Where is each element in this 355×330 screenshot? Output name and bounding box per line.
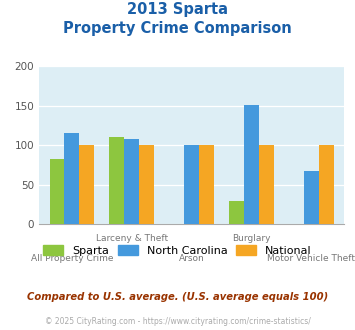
Text: © 2025 CityRating.com - https://www.cityrating.com/crime-statistics/: © 2025 CityRating.com - https://www.city… xyxy=(45,317,310,326)
Text: 2013 Sparta: 2013 Sparta xyxy=(127,2,228,16)
Text: Larceny & Theft: Larceny & Theft xyxy=(96,234,168,243)
Bar xyxy=(259,145,274,224)
Text: All Property Crime: All Property Crime xyxy=(31,254,113,263)
Bar xyxy=(319,145,334,224)
Bar xyxy=(184,145,199,224)
Text: Motor Vehicle Theft: Motor Vehicle Theft xyxy=(267,254,355,263)
Legend: Sparta, North Carolina, National: Sparta, North Carolina, National xyxy=(39,241,316,260)
Bar xyxy=(50,159,65,224)
Text: Arson: Arson xyxy=(179,254,204,263)
Bar xyxy=(65,133,80,224)
Text: Property Crime Comparison: Property Crime Comparison xyxy=(63,21,292,36)
Text: Burglary: Burglary xyxy=(232,234,271,243)
Bar xyxy=(109,137,124,224)
Bar xyxy=(124,139,139,224)
Bar xyxy=(139,145,154,224)
Text: Compared to U.S. average. (U.S. average equals 100): Compared to U.S. average. (U.S. average … xyxy=(27,292,328,302)
Bar xyxy=(304,171,319,224)
Bar xyxy=(244,105,259,224)
Bar xyxy=(229,201,244,224)
Bar xyxy=(80,145,94,224)
Bar xyxy=(199,145,214,224)
